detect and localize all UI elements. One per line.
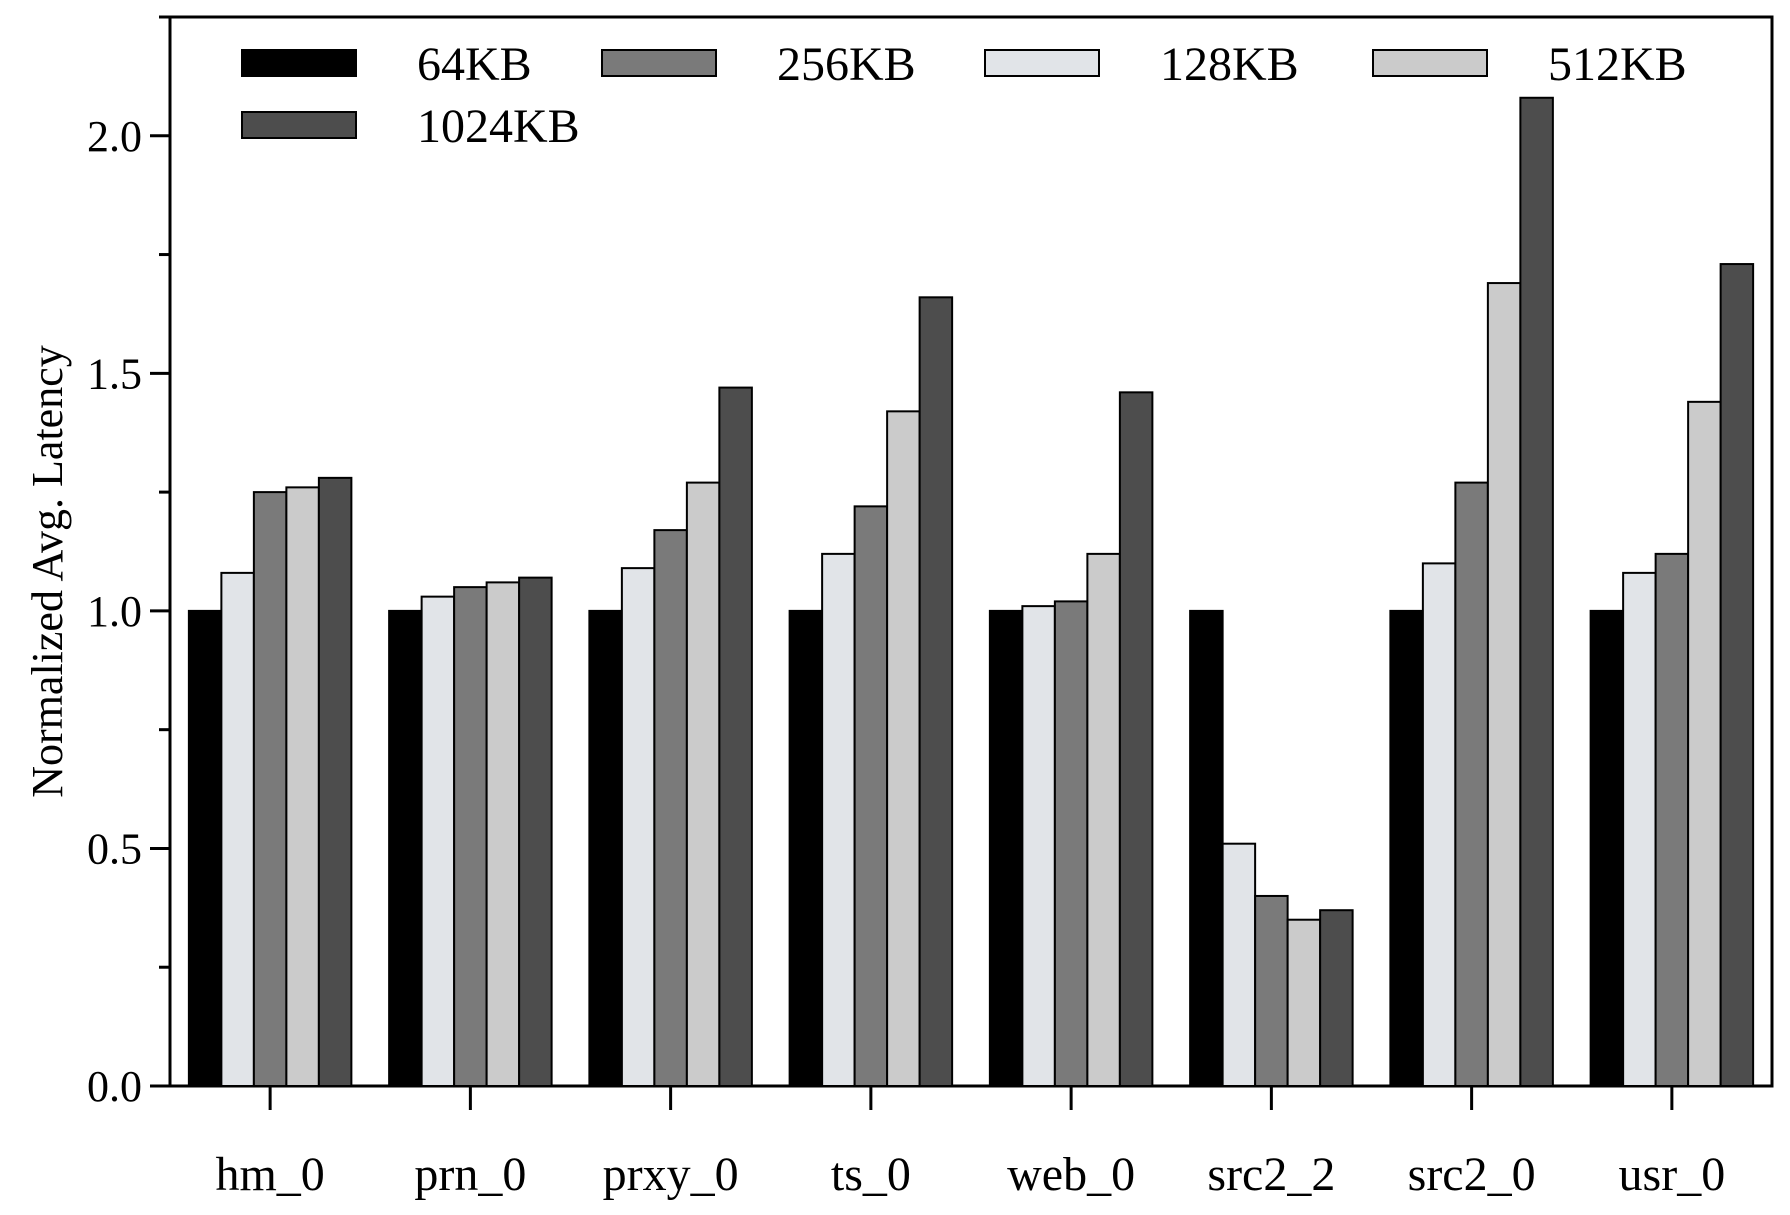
bar-web_0-128KB: [1021, 605, 1056, 1087]
y-axis-label: Normalized Avg. Latency: [23, 345, 72, 797]
bar-web_0-512KB: [1086, 552, 1121, 1087]
x-tick-label-prn_0: prn_0: [414, 1148, 526, 1201]
bar-hm_0-512KB: [285, 486, 320, 1087]
bar-prn_0-512KB: [485, 581, 521, 1087]
y-tick-label: 2.0: [87, 112, 142, 161]
x-tick-label-web_0: web_0: [1007, 1148, 1135, 1201]
bar-usr_0-256KB: [1654, 552, 1690, 1087]
y-tick-label: 1.0: [87, 587, 142, 636]
bar-ts_0-256KB: [853, 505, 889, 1087]
bar-src2_2-256KB: [1254, 894, 1289, 1088]
bar-src2_2-1024KB: [1319, 909, 1354, 1087]
bar-usr_0-1024KB: [1719, 263, 1755, 1087]
bar-prn_0-64KB: [388, 609, 423, 1088]
legend-label-128KB: 128KB: [1160, 38, 1299, 91]
x-tick-label-usr_0: usr_0: [1619, 1148, 1726, 1201]
y-tick-label: 0.5: [87, 824, 142, 873]
bar-prxy_0-256KB: [653, 529, 688, 1087]
bar-src2_2-64KB: [1189, 609, 1224, 1088]
bar-prxy_0-128KB: [620, 567, 656, 1087]
x-tick-label-src2_0: src2_0: [1408, 1148, 1536, 1201]
bar-hm_0-1024KB: [317, 476, 353, 1087]
bar-src2_2-128KB: [1221, 842, 1257, 1088]
x-tick-label-prxy_0: prxy_0: [603, 1148, 739, 1201]
legend-label-256KB: 256KB: [777, 38, 916, 91]
bar-ts_0-1024KB: [918, 296, 954, 1087]
bar-usr_0-128KB: [1622, 571, 1657, 1087]
legend-swatch-128KB: [984, 49, 1100, 77]
x-tick-label-ts_0: ts_0: [831, 1148, 911, 1201]
legend-label-64KB: 64KB: [417, 38, 532, 91]
legend-label-1024KB: 1024KB: [417, 100, 580, 153]
legend-swatch-1024KB: [241, 111, 357, 139]
bar-ts_0-512KB: [886, 410, 921, 1087]
bar-prn_0-128KB: [420, 595, 456, 1087]
plot-frame: [168, 15, 1774, 1088]
bar-prxy_0-64KB: [588, 609, 623, 1088]
bar-ts_0-128KB: [821, 552, 856, 1087]
bar-src2_2-512KB: [1286, 918, 1322, 1088]
bar-src2_0-512KB: [1486, 282, 1522, 1088]
bar-src2_0-256KB: [1454, 481, 1489, 1087]
legend-label-512KB: 512KB: [1548, 38, 1687, 91]
bar-ts_0-64KB: [788, 609, 824, 1088]
bar-prxy_0-1024KB: [718, 386, 753, 1087]
bar-src2_0-1024KB: [1519, 96, 1554, 1088]
bar-web_0-1024KB: [1118, 391, 1154, 1087]
bar-src2_0-128KB: [1421, 562, 1457, 1087]
bar-prxy_0-512KB: [685, 481, 721, 1087]
legend-swatch-512KB: [1372, 49, 1488, 77]
bar-hm_0-256KB: [252, 491, 288, 1088]
legend-swatch-64KB: [241, 49, 357, 77]
bar-hm_0-64KB: [187, 609, 223, 1088]
bar-web_0-64KB: [988, 609, 1024, 1088]
bar-src2_0-64KB: [1389, 609, 1424, 1088]
bar-hm_0-128KB: [220, 571, 255, 1087]
bar-web_0-256KB: [1053, 600, 1089, 1087]
x-tick-label-hm_0: hm_0: [215, 1148, 324, 1201]
bar-usr_0-64KB: [1589, 609, 1625, 1088]
bar-prn_0-1024KB: [518, 576, 553, 1087]
y-tick-label: 1.5: [87, 349, 142, 398]
y-tick-label: 0.0: [87, 1062, 142, 1111]
x-tick-label-src2_2: src2_2: [1207, 1148, 1335, 1201]
bar-usr_0-512KB: [1687, 400, 1722, 1087]
bar-prn_0-256KB: [453, 586, 488, 1088]
legend-swatch-256KB: [601, 49, 717, 77]
